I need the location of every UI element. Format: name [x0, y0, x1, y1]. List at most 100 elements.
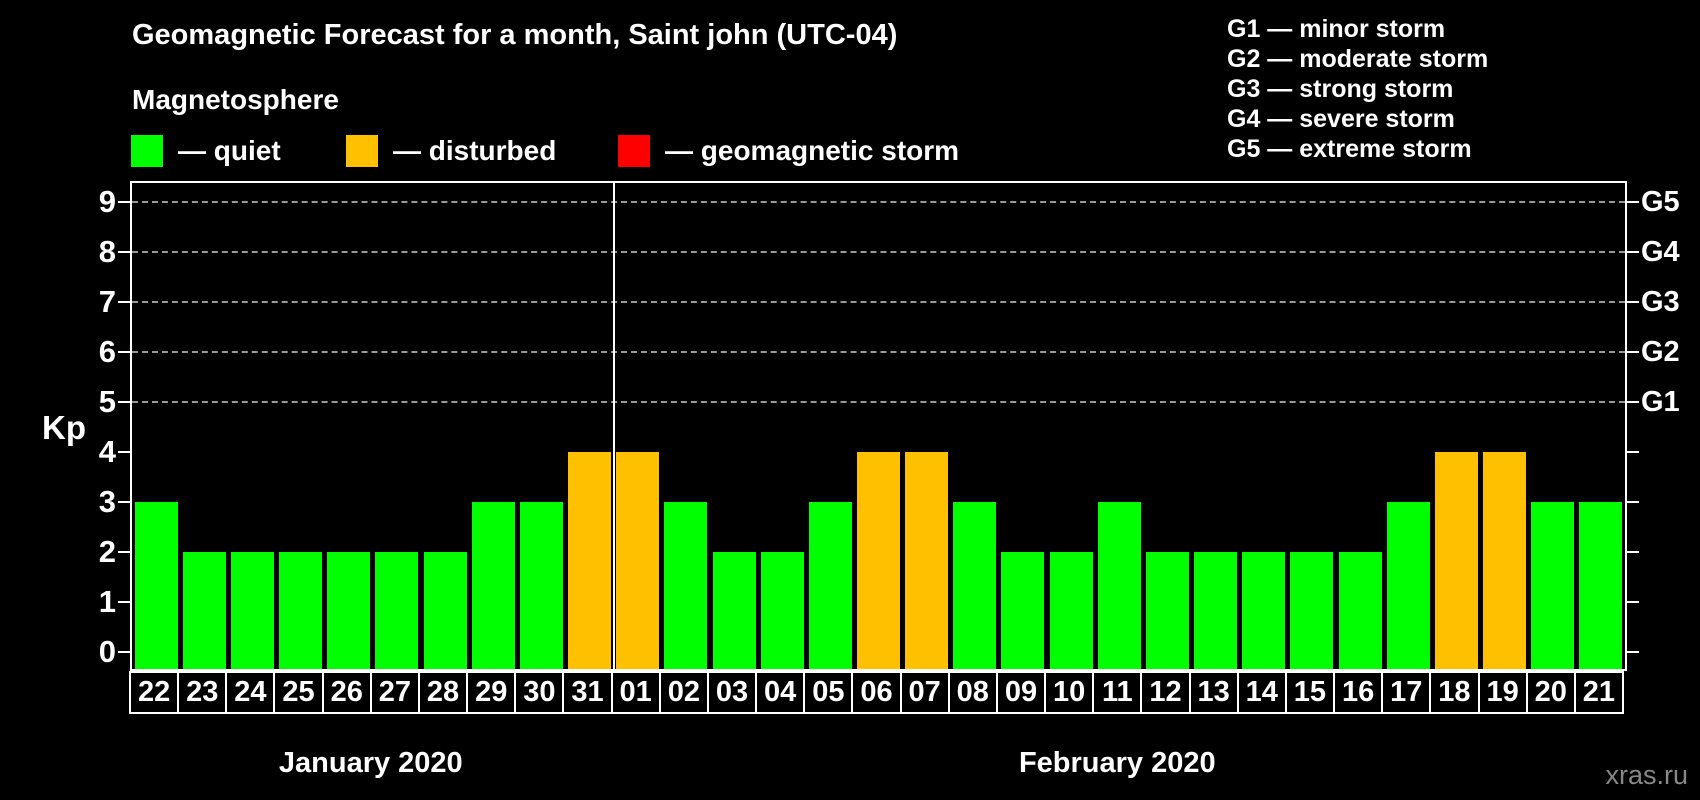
kp-bar-day-10 [1049, 552, 1093, 669]
y-tick-label-8: 8 [98, 234, 116, 269]
g-axis-label-g3: G3 [1641, 286, 1680, 318]
right-tick-kp8 [1627, 251, 1639, 253]
y-tick-label-6: 6 [98, 334, 116, 369]
right-tick-kp2 [1627, 551, 1639, 553]
right-tick-kp3 [1627, 501, 1639, 503]
kp-bar-day-09 [1001, 552, 1045, 669]
kp-bar-day-25 [279, 552, 323, 669]
kp-bar-day-29 [471, 502, 515, 669]
g-axis-label-g4: G4 [1641, 236, 1680, 268]
day-label-26: 26 [321, 671, 372, 714]
day-label-31: 31 [562, 671, 613, 714]
disturbed-label: — disturbed [393, 135, 557, 166]
day-label-27: 27 [369, 671, 420, 714]
month-label-1: January 2020 [278, 747, 463, 779]
gridline-kp6 [132, 351, 1625, 353]
left-tick-kp4 [118, 451, 130, 453]
left-tick-kp2 [118, 551, 130, 553]
day-label-29: 29 [466, 671, 517, 714]
left-tick-kp1 [118, 601, 130, 603]
kp-bar-day-18 [1434, 452, 1478, 669]
day-label-10: 10 [1044, 671, 1095, 714]
day-label-17: 17 [1381, 671, 1432, 714]
gridline-kp5 [132, 401, 1625, 403]
kp-bar-day-23 [182, 552, 226, 669]
magnetosphere-label: Magnetosphere [132, 84, 339, 115]
kp-bar-day-05 [808, 502, 852, 669]
left-tick-kp5 [118, 401, 130, 403]
kp-bar-day-27 [375, 552, 419, 669]
kp-bar-day-20 [1531, 502, 1575, 669]
g-scale-line-1: G1 — minor storm [1227, 15, 1446, 43]
day-label-06: 06 [851, 671, 902, 714]
day-label-25: 25 [273, 671, 324, 714]
y-tick-label-0: 0 [98, 634, 116, 669]
day-label-21: 21 [1573, 671, 1624, 714]
g-axis-label-g1: G1 [1641, 386, 1680, 418]
left-tick-kp3 [118, 501, 130, 503]
y-tick-label-4: 4 [98, 434, 116, 469]
right-tick-kp7 [1627, 301, 1639, 303]
day-label-08: 08 [947, 671, 998, 714]
kp-bar-day-15 [1290, 552, 1334, 669]
day-label-23: 23 [177, 671, 228, 714]
kp-bar-day-07 [905, 452, 949, 669]
day-label-12: 12 [1140, 671, 1191, 714]
kp-bar-day-22 [134, 502, 178, 669]
kp-bar-day-03 [712, 552, 756, 669]
chart-title: Geomagnetic Forecast for a month, Saint … [132, 19, 898, 51]
month-label-2: February 2020 [1018, 747, 1216, 779]
day-label-14: 14 [1236, 671, 1287, 714]
day-label-30: 30 [514, 671, 565, 714]
kp-bar-day-11 [1097, 502, 1141, 669]
day-label-05: 05 [803, 671, 854, 714]
y-tick-label-9: 9 [98, 184, 116, 219]
gridline-kp8 [132, 251, 1625, 253]
kp-bar-day-14 [1242, 552, 1286, 669]
day-label-03: 03 [706, 671, 758, 714]
day-label-16: 16 [1333, 671, 1384, 714]
kp-bar-day-12 [1145, 552, 1189, 669]
kp-bar-day-24 [230, 552, 274, 669]
day-label-04: 04 [755, 671, 806, 714]
quiet-label: — quiet [178, 135, 281, 166]
right-tick-kp6 [1627, 351, 1639, 353]
right-tick-kp4 [1627, 451, 1639, 453]
quiet-swatch [131, 135, 163, 167]
left-tick-kp6 [118, 351, 130, 353]
day-label-09: 09 [995, 671, 1047, 714]
kp-bar-day-08 [953, 502, 997, 669]
geomagnetic-storm-label: — geomagnetic storm [665, 135, 960, 166]
day-label-22: 22 [129, 671, 180, 714]
y-axis-title: Kp [42, 409, 86, 446]
disturbed-swatch [346, 135, 378, 167]
month-divider-line [612, 183, 615, 669]
kp-bar-day-28 [423, 552, 467, 669]
kp-bar-day-17 [1386, 502, 1430, 669]
kp-bar-day-06 [857, 452, 900, 669]
left-tick-kp7 [118, 301, 130, 303]
right-tick-kp1 [1627, 601, 1639, 603]
day-label-01: 01 [610, 671, 661, 714]
kp-bar-day-21 [1579, 502, 1623, 669]
g-axis-label-g2: G2 [1641, 336, 1680, 368]
day-label-19: 19 [1477, 671, 1528, 714]
kp-bar-day-13 [1194, 552, 1238, 669]
day-label-18: 18 [1429, 671, 1480, 714]
plot-area [130, 181, 1627, 671]
g-axis-label-g5: G5 [1641, 186, 1680, 218]
gridline-kp9 [132, 201, 1625, 203]
right-tick-kp0 [1627, 651, 1639, 653]
kp-bar-day-31 [568, 452, 612, 669]
left-tick-kp0 [118, 651, 130, 653]
y-tick-label-1: 1 [98, 584, 116, 619]
kp-bar-day-16 [1338, 552, 1382, 669]
g-scale-line-3: G3 — strong storm [1227, 75, 1454, 103]
g-scale-line-5: G5 — extreme storm [1227, 135, 1472, 163]
gridline-kp7 [132, 301, 1625, 303]
left-tick-kp9 [118, 201, 130, 203]
kp-bar-day-01 [616, 452, 660, 669]
y-tick-label-3: 3 [98, 484, 116, 519]
g-scale-line-2: G2 — moderate storm [1227, 45, 1489, 73]
day-label-07: 07 [899, 671, 950, 714]
